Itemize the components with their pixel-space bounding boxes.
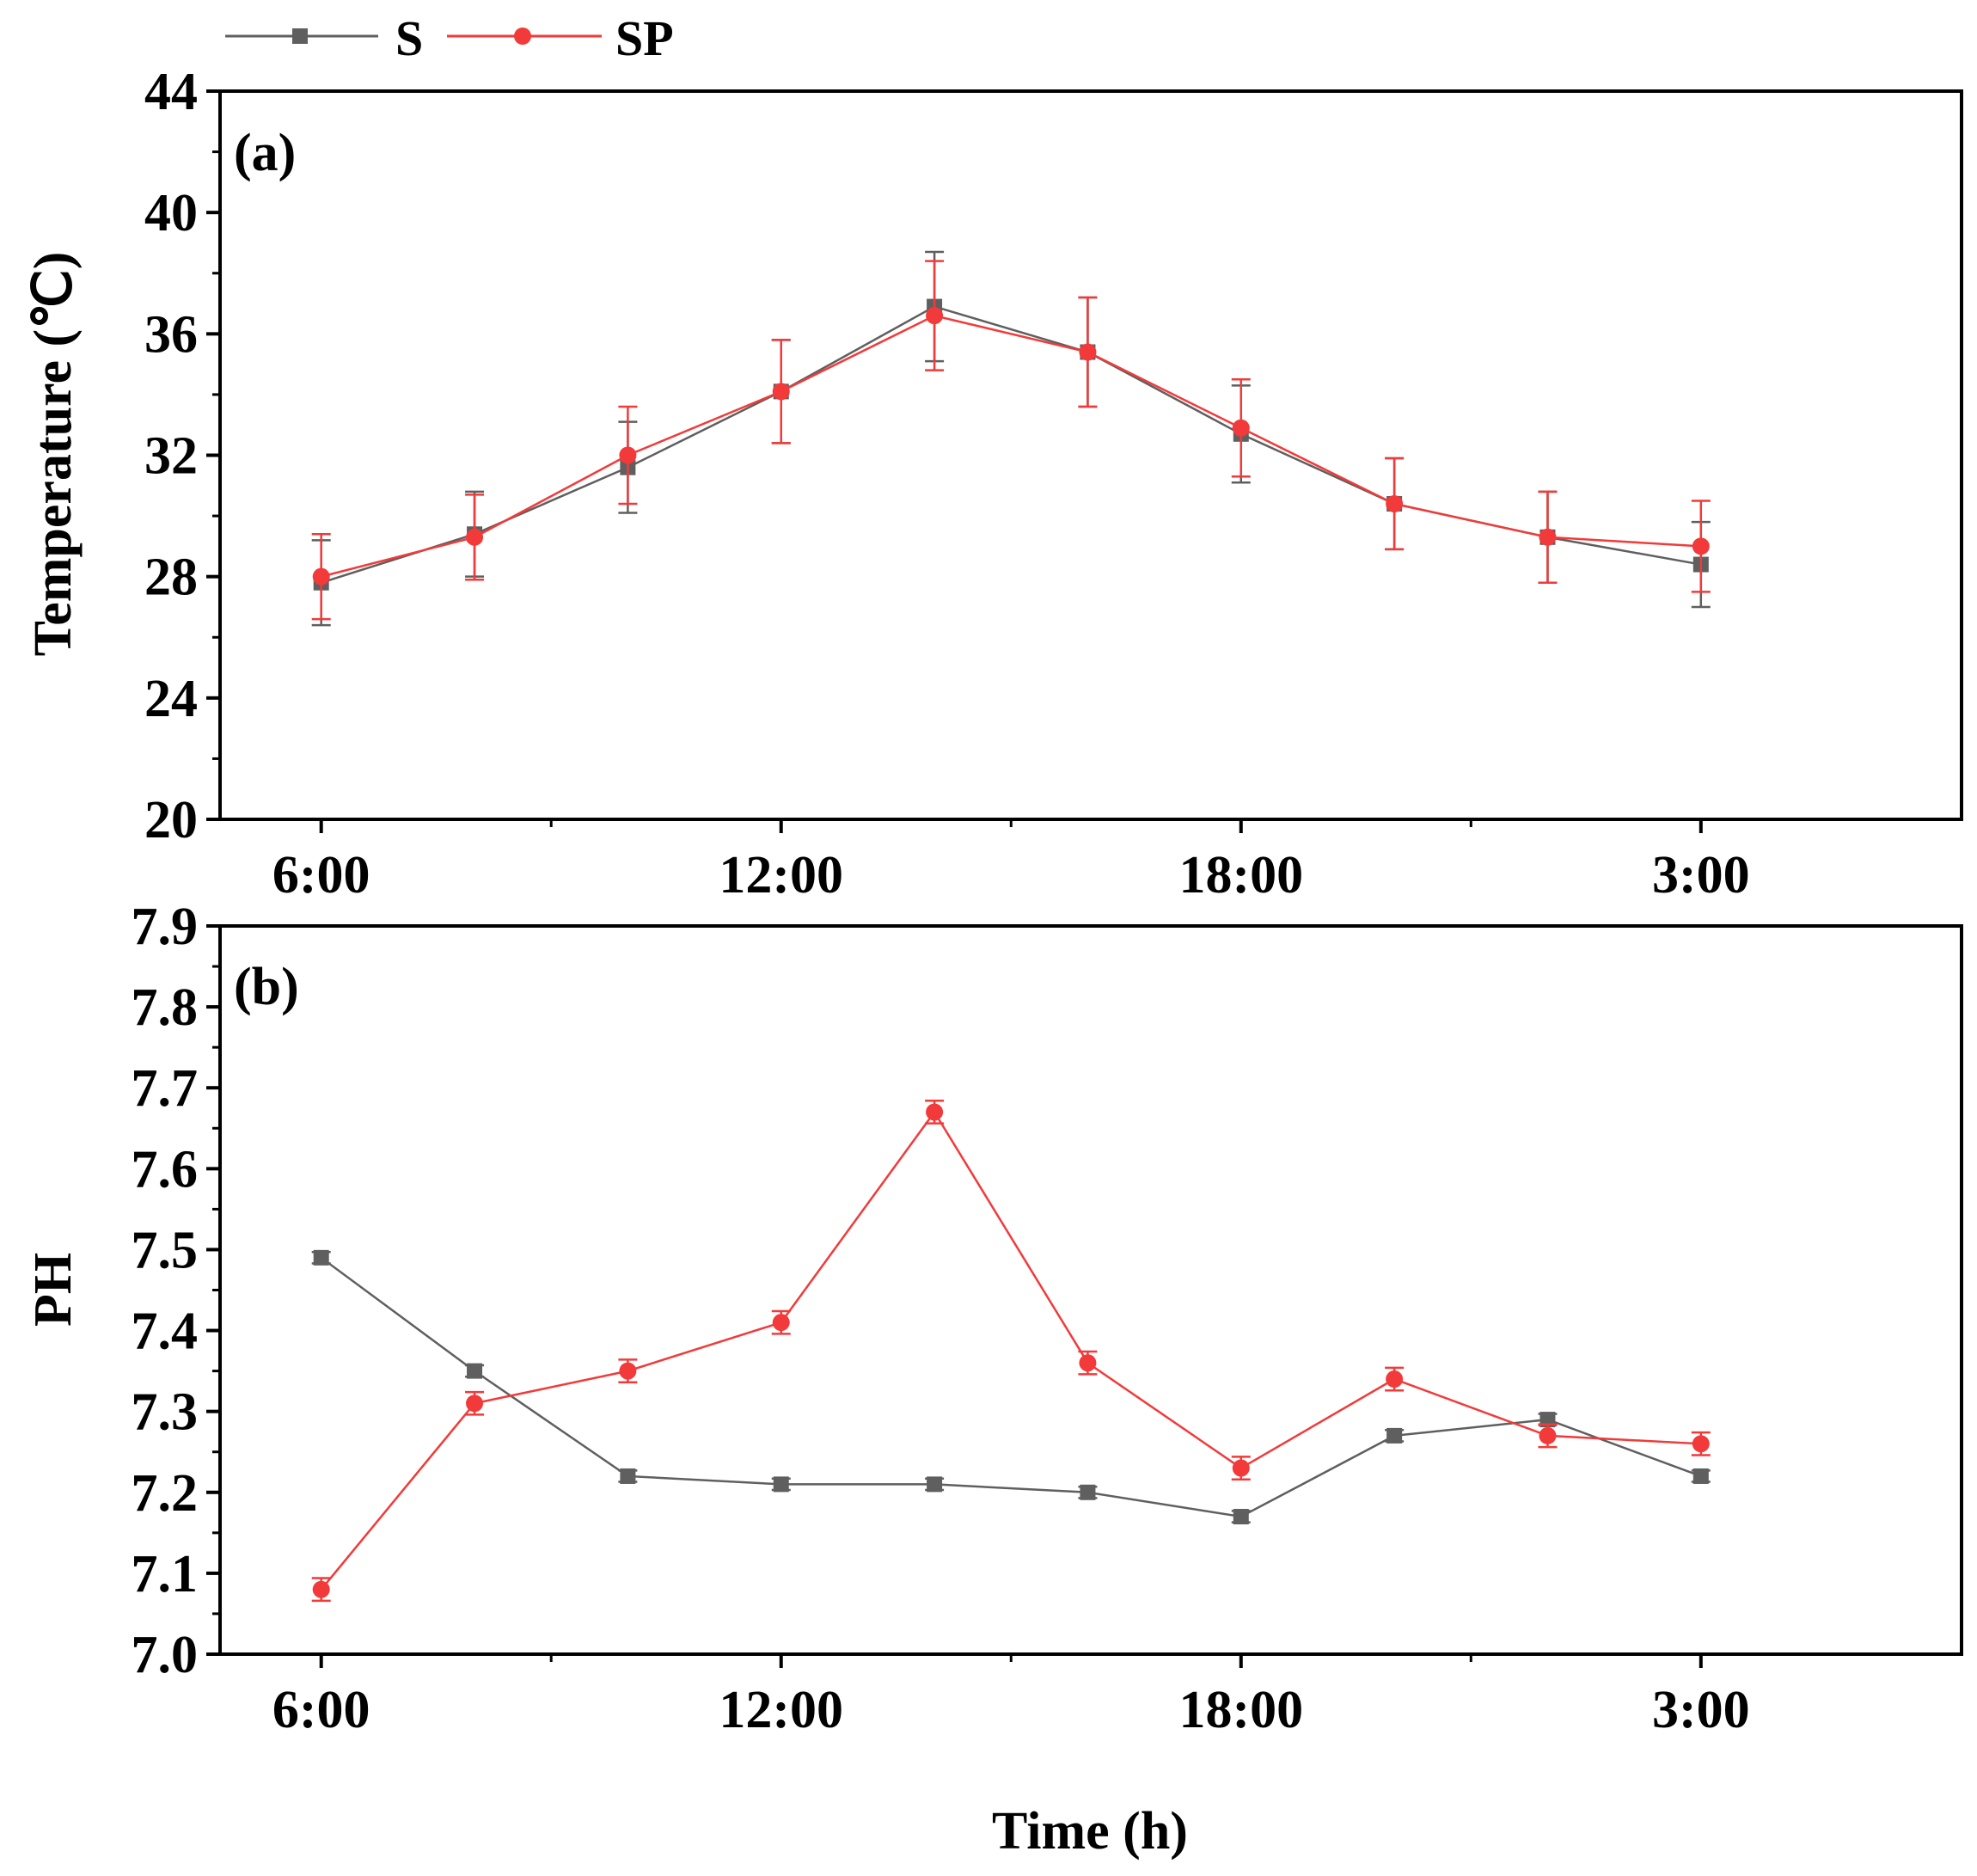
panel-a-point-sp (1539, 528, 1557, 546)
legend-label-sp: SP (615, 10, 674, 66)
panel-a: 20 24 28 32 36 40 44 6:00 12:00 18:00 3:00 (a) Tem… (24, 63, 1963, 904)
panel-a-xtick-label: 6:00 (272, 846, 370, 904)
panel-b-point-sp (466, 1395, 484, 1413)
panel-a-line-sp (321, 314, 1701, 578)
panel-b-point-s (1692, 1468, 1709, 1484)
panel-b-point-s (773, 1476, 789, 1493)
panel-a-point-sp (312, 567, 330, 585)
panel-b-ytick-label: 7.0 (132, 1626, 199, 1684)
panel-b-ylabel: PH (24, 1253, 83, 1327)
panel-b-ytick-label: 7.2 (132, 1464, 199, 1523)
panel-b-point-s (1386, 1427, 1403, 1444)
panel-b-point-s (927, 1476, 943, 1493)
panel-a-ytick-label: 36 (144, 305, 198, 364)
panel-b: 7.0 7.1 7.2 7.3 7.4 7.5 7.6 7.7 7.8 7.9 6:00 12:00 1… (24, 898, 1963, 1739)
panel-a-series-s (311, 250, 1711, 627)
panel-b-xtick-label: 3:00 (1652, 1681, 1750, 1739)
panel-b-ytick-label: 7.1 (132, 1545, 199, 1603)
panel-b-point-sp (619, 1362, 637, 1380)
panel-b-line-sp (320, 1110, 1701, 1591)
panel-b-point-sp (926, 1103, 944, 1121)
panel-b-point-sp (1692, 1435, 1710, 1453)
panel-a-ylabel: Temperature (℃) (24, 252, 83, 657)
panel-b-point-sp (772, 1314, 790, 1332)
panel-a-point-sp (926, 307, 944, 325)
legend-marker-sp (514, 28, 531, 45)
panel-a-label: (a) (234, 124, 296, 182)
legend: S SP (225, 10, 674, 66)
panel-a-point-sp (1692, 537, 1710, 555)
panel-a-point-sp (772, 383, 790, 401)
panel-b-xtick-label: 18:00 (1178, 1681, 1303, 1739)
panel-b-ytick-label: 7.6 (132, 1140, 199, 1199)
panel-a-point-sp (1232, 419, 1250, 437)
panel-b-point-s (1233, 1509, 1249, 1525)
panel-a-xtick-label: 12:00 (719, 846, 843, 904)
panel-a-point-sp (466, 528, 484, 546)
panel-b-xtick-label: 12:00 (719, 1681, 843, 1739)
panel-a-ytick-label: 24 (144, 670, 198, 728)
panel-b-ytick-label: 7.4 (132, 1303, 199, 1361)
panel-b-point-sp (1232, 1459, 1250, 1477)
panel-b-line-s (320, 1256, 1702, 1518)
panel-b-point-sp (312, 1580, 330, 1598)
panel-a-line-s (321, 305, 1702, 584)
panel-b-point-s (1080, 1484, 1096, 1500)
panel-a-point-sp (619, 446, 637, 464)
panel-b-ytick-label: 7.7 (132, 1059, 199, 1118)
panel-b-frame (218, 924, 1963, 1656)
panel-a-ytick-label: 32 (144, 427, 198, 486)
panel-b-point-sp (1539, 1426, 1557, 1444)
panel-a-axes: 20 24 28 32 36 40 44 6:00 12:00 18:00 3:00 (144, 63, 1750, 904)
panel-a-point-sp (1386, 494, 1404, 512)
panel-a-series-sp (311, 260, 1711, 621)
panel-b-point-s (313, 1249, 329, 1266)
panel-b-xtick-label: 6:00 (272, 1681, 370, 1739)
panel-a-ytick-label: 40 (144, 184, 198, 242)
panel-a-ytick-label: 44 (144, 63, 198, 121)
panel-b-ytick-label: 7.9 (132, 898, 199, 956)
panel-a-ytick-label: 20 (144, 791, 198, 849)
panel-b-point-s (467, 1363, 483, 1379)
panel-a-xtick-label: 3:00 (1652, 846, 1750, 904)
panel-b-ytick-label: 7.3 (132, 1383, 199, 1442)
panel-a-point-sp (1079, 343, 1097, 361)
panel-a-frame (218, 89, 1963, 821)
panel-b-series-s (311, 1249, 1711, 1525)
x-axis-title: Time (h) (992, 1802, 1188, 1861)
legend-marker-s (292, 28, 308, 44)
panel-b-point-sp (1386, 1370, 1404, 1389)
legend-label-s: S (395, 10, 423, 66)
panel-b-ytick-label: 7.5 (132, 1221, 199, 1279)
panel-b-axes: 7.0 7.1 7.2 7.3 7.4 7.5 7.6 7.7 7.8 7.9 6:00 12:00 1… (132, 898, 1750, 1739)
panel-b-point-s (620, 1468, 636, 1484)
panel-b-label: (b) (234, 958, 299, 1016)
panel-b-point-sp (1079, 1354, 1097, 1372)
panel-b-series-sp (311, 1100, 1711, 1603)
panel-a-xtick-label: 18:00 (1178, 846, 1303, 904)
panel-b-ytick-label: 7.8 (132, 978, 199, 1037)
panel-a-ytick-label: 28 (144, 549, 198, 607)
